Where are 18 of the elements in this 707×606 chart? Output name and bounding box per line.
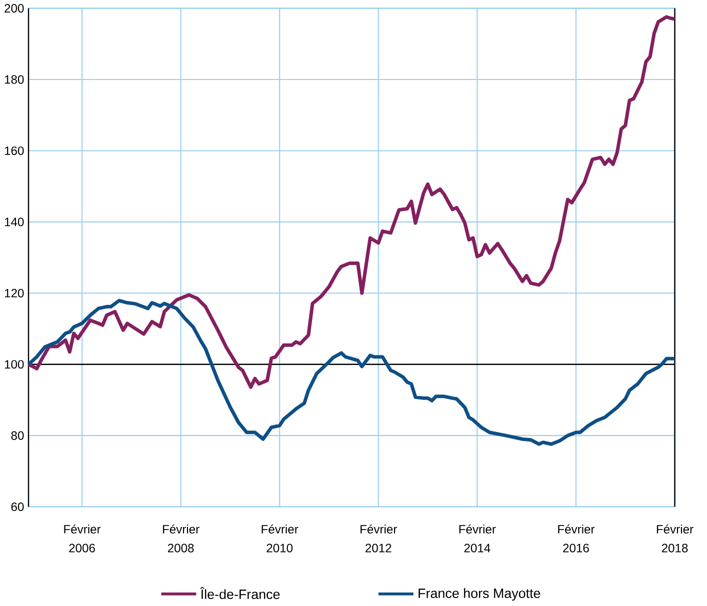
y-tick-label: 100 bbox=[4, 360, 24, 369]
y-tick-label: 60 bbox=[11, 502, 24, 512]
legend-label: Île-de-France bbox=[200, 587, 280, 599]
x-tick-label: Février 2016 bbox=[558, 524, 595, 552]
x-tick-label: Février 2008 bbox=[162, 524, 200, 552]
x-tick-label: Février 2010 bbox=[262, 524, 298, 552]
legend-label: France hors Mayotte bbox=[418, 588, 540, 601]
y-tick-label: 80 bbox=[11, 431, 24, 440]
y-tick-label: 160 bbox=[4, 146, 24, 155]
x-tick-label: Février 2006 bbox=[64, 524, 101, 552]
y-tick-label: 120 bbox=[4, 288, 24, 298]
y-tick-label: 140 bbox=[4, 218, 24, 226]
x-tick-label: Février 2012 bbox=[360, 524, 398, 552]
line-series bbox=[26, 15, 677, 389]
y-tick-label: 180 bbox=[4, 75, 24, 84]
x-tick-label: Février 2014 bbox=[459, 524, 496, 552]
x-tick-label: Février 2018 bbox=[656, 524, 694, 552]
y-tick-label: 200 bbox=[4, 4, 24, 13]
